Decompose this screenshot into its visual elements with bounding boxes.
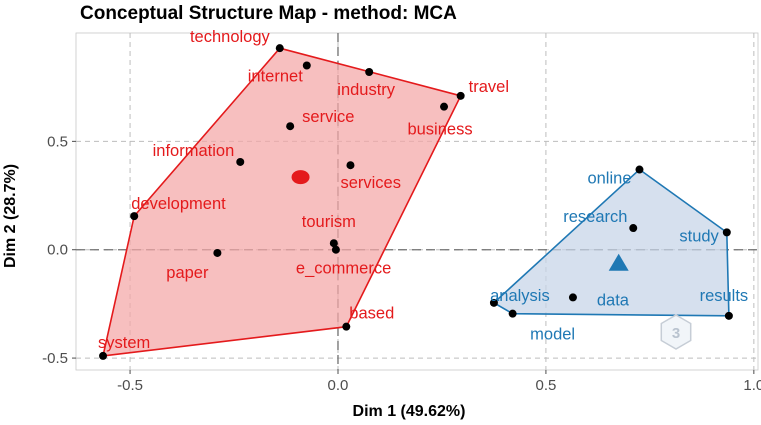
x-axis-title: Dim 1 (49.62%) (353, 403, 466, 420)
point-internet (302, 61, 311, 70)
logo-hexagon (660, 314, 692, 350)
chart-title: Conceptual Structure Map - method: MCA (80, 3, 457, 24)
label-service: service (302, 108, 354, 126)
label-tourism: tourism (302, 213, 356, 231)
x-tick-label: 1.0 (743, 377, 761, 394)
cluster-2-centroid (608, 253, 629, 271)
y-axis-title: Dim 2 (28.7%) (2, 164, 19, 268)
label-development: development (131, 195, 226, 213)
label-research: research (563, 208, 627, 226)
point-analysis (489, 298, 498, 307)
point-business (440, 102, 449, 111)
point-paper (213, 248, 222, 257)
label-paper: paper (166, 264, 209, 282)
point-development (130, 212, 139, 221)
y-tick-label: 0.0 (47, 242, 68, 259)
label-travel: travel (469, 78, 509, 96)
point-labels: technology internet industry travel business… (98, 28, 748, 352)
label-results: results (700, 287, 749, 305)
label-internet: internet (248, 68, 303, 86)
y-tick-label: 0.5 (47, 133, 68, 150)
point-travel (456, 91, 465, 100)
y-tick-label: -0.5 (42, 350, 68, 367)
point-online (635, 165, 644, 174)
x-tick-label: 0.0 (328, 377, 349, 394)
point-study (722, 228, 731, 237)
cluster-2-hull (492, 168, 730, 317)
cluster-centroids (291, 170, 629, 271)
point-model (508, 309, 517, 318)
label-data: data (597, 291, 630, 309)
point-results (724, 311, 733, 320)
label-technology: technology (190, 28, 271, 46)
point-technology (275, 44, 284, 53)
label-e_commerce: e_commerce (296, 260, 391, 278)
logo-glyph: 3 (672, 325, 680, 342)
point-data (568, 293, 577, 302)
point-research (629, 224, 638, 233)
point-industry (365, 68, 374, 77)
point-services (346, 161, 355, 170)
x-tick-label: 0.5 (535, 377, 556, 394)
label-system: system (98, 334, 150, 352)
label-information: information (153, 142, 235, 160)
cluster-hulls (101, 47, 730, 357)
x-tick-label: -0.5 (117, 377, 143, 394)
label-analysis: analysis (490, 287, 550, 305)
cluster-1-hull (101, 47, 462, 357)
point-e_commerce (331, 245, 340, 254)
label-industry: industry (337, 81, 396, 99)
data-points (99, 44, 733, 360)
point-service (286, 122, 295, 131)
label-business: business (407, 121, 472, 139)
point-based (342, 322, 351, 331)
point-tourism (329, 239, 338, 248)
label-online: online (587, 170, 631, 188)
label-study: study (679, 227, 719, 245)
point-system (99, 351, 108, 360)
label-based: based (349, 305, 394, 323)
watermark-logo: 3 (660, 314, 692, 350)
label-services: services (340, 174, 401, 192)
point-information (236, 157, 245, 166)
label-model: model (530, 326, 575, 344)
axis-ticks: -0.5 0.0 0.5 1.0 -0.5 0.0 0.5 (42, 133, 761, 394)
cluster-1-centroid (291, 170, 310, 185)
